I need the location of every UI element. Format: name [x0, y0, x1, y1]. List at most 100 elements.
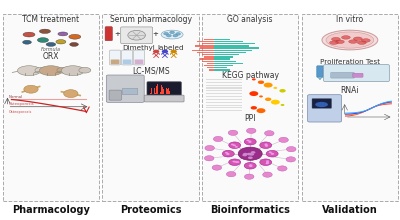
Circle shape	[233, 161, 236, 163]
Ellipse shape	[23, 32, 35, 37]
FancyBboxPatch shape	[121, 27, 152, 44]
Circle shape	[212, 165, 222, 170]
Circle shape	[262, 162, 265, 164]
Bar	[167, 90, 168, 94]
Circle shape	[260, 159, 272, 165]
Circle shape	[286, 147, 296, 152]
Circle shape	[266, 161, 270, 163]
Text: labeled: labeled	[157, 45, 184, 51]
Ellipse shape	[37, 38, 48, 42]
Circle shape	[64, 90, 78, 97]
Bar	[206, 85, 242, 86]
Bar	[197, 41, 214, 42]
Circle shape	[213, 136, 223, 142]
Text: Normal: Normal	[9, 95, 23, 99]
Circle shape	[286, 157, 296, 162]
Circle shape	[173, 34, 178, 37]
Bar	[168, 90, 169, 94]
Bar	[206, 93, 242, 94]
Circle shape	[164, 32, 168, 35]
FancyBboxPatch shape	[331, 72, 354, 78]
Bar	[151, 90, 152, 94]
FancyBboxPatch shape	[102, 14, 199, 201]
Circle shape	[246, 128, 256, 133]
Ellipse shape	[326, 32, 374, 48]
Circle shape	[170, 50, 177, 53]
Text: LC-MS/MS: LC-MS/MS	[132, 66, 169, 75]
Polygon shape	[318, 77, 322, 80]
Bar	[202, 61, 214, 62]
Bar	[202, 43, 214, 44]
Bar	[206, 107, 242, 108]
Bar	[202, 54, 214, 55]
Ellipse shape	[39, 29, 50, 33]
Circle shape	[280, 104, 284, 106]
Circle shape	[229, 159, 241, 165]
Bar	[214, 48, 258, 49]
Bar	[161, 88, 162, 94]
Bar	[214, 63, 243, 64]
FancyBboxPatch shape	[111, 59, 120, 64]
FancyBboxPatch shape	[123, 59, 132, 64]
Bar	[214, 69, 230, 71]
Bar	[206, 82, 242, 83]
Ellipse shape	[39, 66, 62, 75]
FancyBboxPatch shape	[105, 27, 112, 41]
Bar	[156, 88, 157, 94]
FancyBboxPatch shape	[134, 50, 144, 65]
Circle shape	[238, 147, 262, 160]
Bar	[204, 65, 214, 66]
Circle shape	[205, 145, 214, 151]
Bar	[200, 58, 214, 60]
Bar	[169, 92, 170, 94]
Bar	[206, 88, 242, 89]
Circle shape	[232, 161, 236, 163]
Bar	[206, 110, 242, 111]
Circle shape	[228, 130, 238, 136]
Bar	[200, 48, 214, 49]
Text: Proteomics: Proteomics	[120, 205, 181, 215]
Circle shape	[227, 151, 230, 153]
Ellipse shape	[18, 66, 40, 75]
Text: +: +	[152, 31, 158, 37]
FancyBboxPatch shape	[144, 95, 184, 102]
Text: Serum pharmacology: Serum pharmacology	[110, 15, 192, 24]
Circle shape	[265, 143, 268, 145]
Circle shape	[259, 95, 263, 97]
Circle shape	[250, 152, 255, 154]
Text: GO analysis: GO analysis	[228, 15, 273, 24]
Bar	[214, 54, 240, 55]
Ellipse shape	[336, 40, 344, 44]
FancyBboxPatch shape	[202, 14, 298, 201]
Text: PPI: PPI	[244, 114, 256, 123]
Circle shape	[254, 154, 258, 157]
Bar	[155, 93, 156, 94]
Bar	[206, 104, 242, 106]
Bar	[206, 90, 242, 92]
Ellipse shape	[332, 37, 340, 41]
Bar	[207, 67, 214, 68]
Text: Pharmacology: Pharmacology	[12, 205, 90, 215]
Text: TCM treatment: TCM treatment	[22, 15, 80, 24]
Circle shape	[252, 150, 257, 152]
FancyBboxPatch shape	[308, 95, 342, 122]
Bar	[214, 45, 249, 47]
Circle shape	[256, 108, 266, 113]
Circle shape	[264, 131, 274, 136]
Circle shape	[265, 97, 271, 101]
Circle shape	[230, 143, 234, 145]
Circle shape	[270, 152, 273, 154]
Circle shape	[272, 153, 275, 155]
Bar	[214, 58, 230, 60]
Ellipse shape	[57, 67, 69, 73]
Ellipse shape	[69, 34, 81, 39]
FancyBboxPatch shape	[3, 14, 99, 201]
Circle shape	[252, 151, 256, 154]
Circle shape	[271, 100, 280, 104]
Ellipse shape	[35, 67, 47, 73]
Bar	[214, 67, 227, 68]
Ellipse shape	[358, 41, 366, 44]
Ellipse shape	[56, 40, 66, 44]
Circle shape	[232, 145, 235, 147]
Circle shape	[226, 154, 229, 155]
